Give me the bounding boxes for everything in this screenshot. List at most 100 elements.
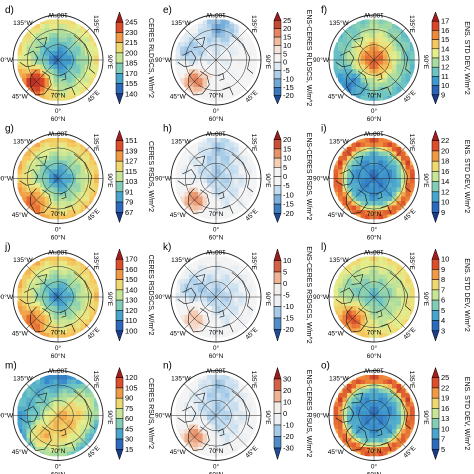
field-cell — [76, 310, 81, 316]
field-cell — [378, 375, 384, 380]
field-cell — [94, 183, 99, 188]
field-cell — [193, 201, 199, 206]
field-cell — [229, 187, 235, 193]
field-cell — [89, 319, 95, 325]
field-cell — [360, 24, 366, 29]
field-cell — [383, 384, 388, 389]
meridian — [184, 415, 217, 448]
field-cell — [80, 297, 86, 302]
field-cell — [238, 324, 244, 329]
field-cell — [225, 274, 230, 280]
field-cell — [31, 393, 36, 398]
field-cell — [189, 46, 194, 52]
field-cell — [347, 147, 352, 152]
field-cell — [211, 196, 217, 202]
coastline — [64, 442, 76, 451]
lon-label-90e: 90°E — [422, 173, 430, 188]
field-cell — [378, 46, 384, 52]
field-cell — [58, 438, 63, 443]
field-cell — [71, 301, 77, 307]
field-cell — [342, 201, 348, 206]
field-cell — [44, 315, 50, 320]
colorbar-segment — [431, 438, 440, 450]
field-cell — [31, 178, 36, 184]
field-cell — [94, 64, 99, 70]
field-cell — [49, 315, 54, 320]
field-cell — [85, 201, 90, 206]
colorbar-segment — [431, 449, 440, 461]
field-cell — [247, 46, 253, 52]
field-cell — [234, 429, 239, 434]
field-cell — [67, 210, 72, 215]
field-cell — [76, 160, 81, 166]
field-cell — [76, 288, 81, 293]
field-cell — [62, 192, 68, 197]
field-cell — [356, 420, 361, 425]
colorbar-segment — [431, 76, 440, 86]
field-cell — [225, 333, 230, 338]
colorbar-label: ENS. STD DEV, W/m^2 — [463, 377, 470, 451]
field-cell — [198, 379, 203, 385]
field-cell — [405, 51, 411, 56]
field-cell — [198, 375, 203, 380]
field-cell — [252, 165, 257, 170]
field-cell — [71, 183, 77, 188]
field-cell — [67, 37, 72, 43]
field-cell — [31, 192, 36, 197]
field-cell — [67, 214, 72, 220]
field-cell — [338, 388, 343, 394]
field-cell — [198, 438, 203, 443]
field-cell — [26, 283, 32, 289]
field-cell — [35, 424, 41, 430]
coastline — [73, 272, 96, 311]
field-cell — [225, 315, 230, 320]
field-cell — [351, 324, 357, 329]
field-cell — [238, 37, 244, 43]
field-cell — [184, 438, 190, 443]
field-cell — [396, 160, 402, 166]
field-cell — [207, 138, 212, 143]
field-cell — [189, 51, 194, 56]
field-cell — [392, 319, 397, 325]
field-cell — [67, 447, 72, 452]
field-cell — [234, 151, 239, 157]
field-cell — [62, 142, 68, 148]
field-cell — [356, 288, 361, 293]
colorbar-tick: 151 — [125, 136, 138, 145]
colorbar-tick: 5 — [283, 49, 287, 58]
field-cell — [17, 46, 23, 52]
field-cell — [207, 415, 212, 421]
field-cell — [44, 210, 50, 215]
field-cell — [44, 87, 50, 92]
field-cell — [85, 78, 90, 83]
field-cell — [53, 283, 59, 289]
field-cell — [378, 274, 384, 280]
field-cell — [347, 156, 352, 161]
field-cell — [53, 42, 59, 47]
field-cell — [369, 201, 375, 206]
field-cell — [49, 210, 54, 215]
field-cell — [207, 328, 212, 334]
field-cell — [396, 274, 402, 280]
field-cell — [67, 151, 72, 157]
field-cell — [374, 147, 379, 152]
field-cell — [22, 178, 27, 184]
field-cell — [229, 442, 235, 448]
field-cell — [62, 310, 68, 316]
field-cell — [396, 306, 402, 311]
field-cell — [193, 42, 199, 47]
meridian — [57, 265, 90, 298]
field-cell — [252, 64, 257, 70]
lon-label-90w: 90°W — [0, 412, 14, 420]
field-cell — [22, 315, 27, 320]
field-cell — [207, 69, 212, 74]
field-cell — [89, 402, 95, 407]
field-cell — [22, 429, 27, 434]
field-cell — [347, 165, 352, 170]
field-cell — [80, 415, 86, 421]
field-cell — [405, 297, 411, 302]
field-cell — [243, 178, 248, 184]
field-cell — [374, 42, 379, 47]
